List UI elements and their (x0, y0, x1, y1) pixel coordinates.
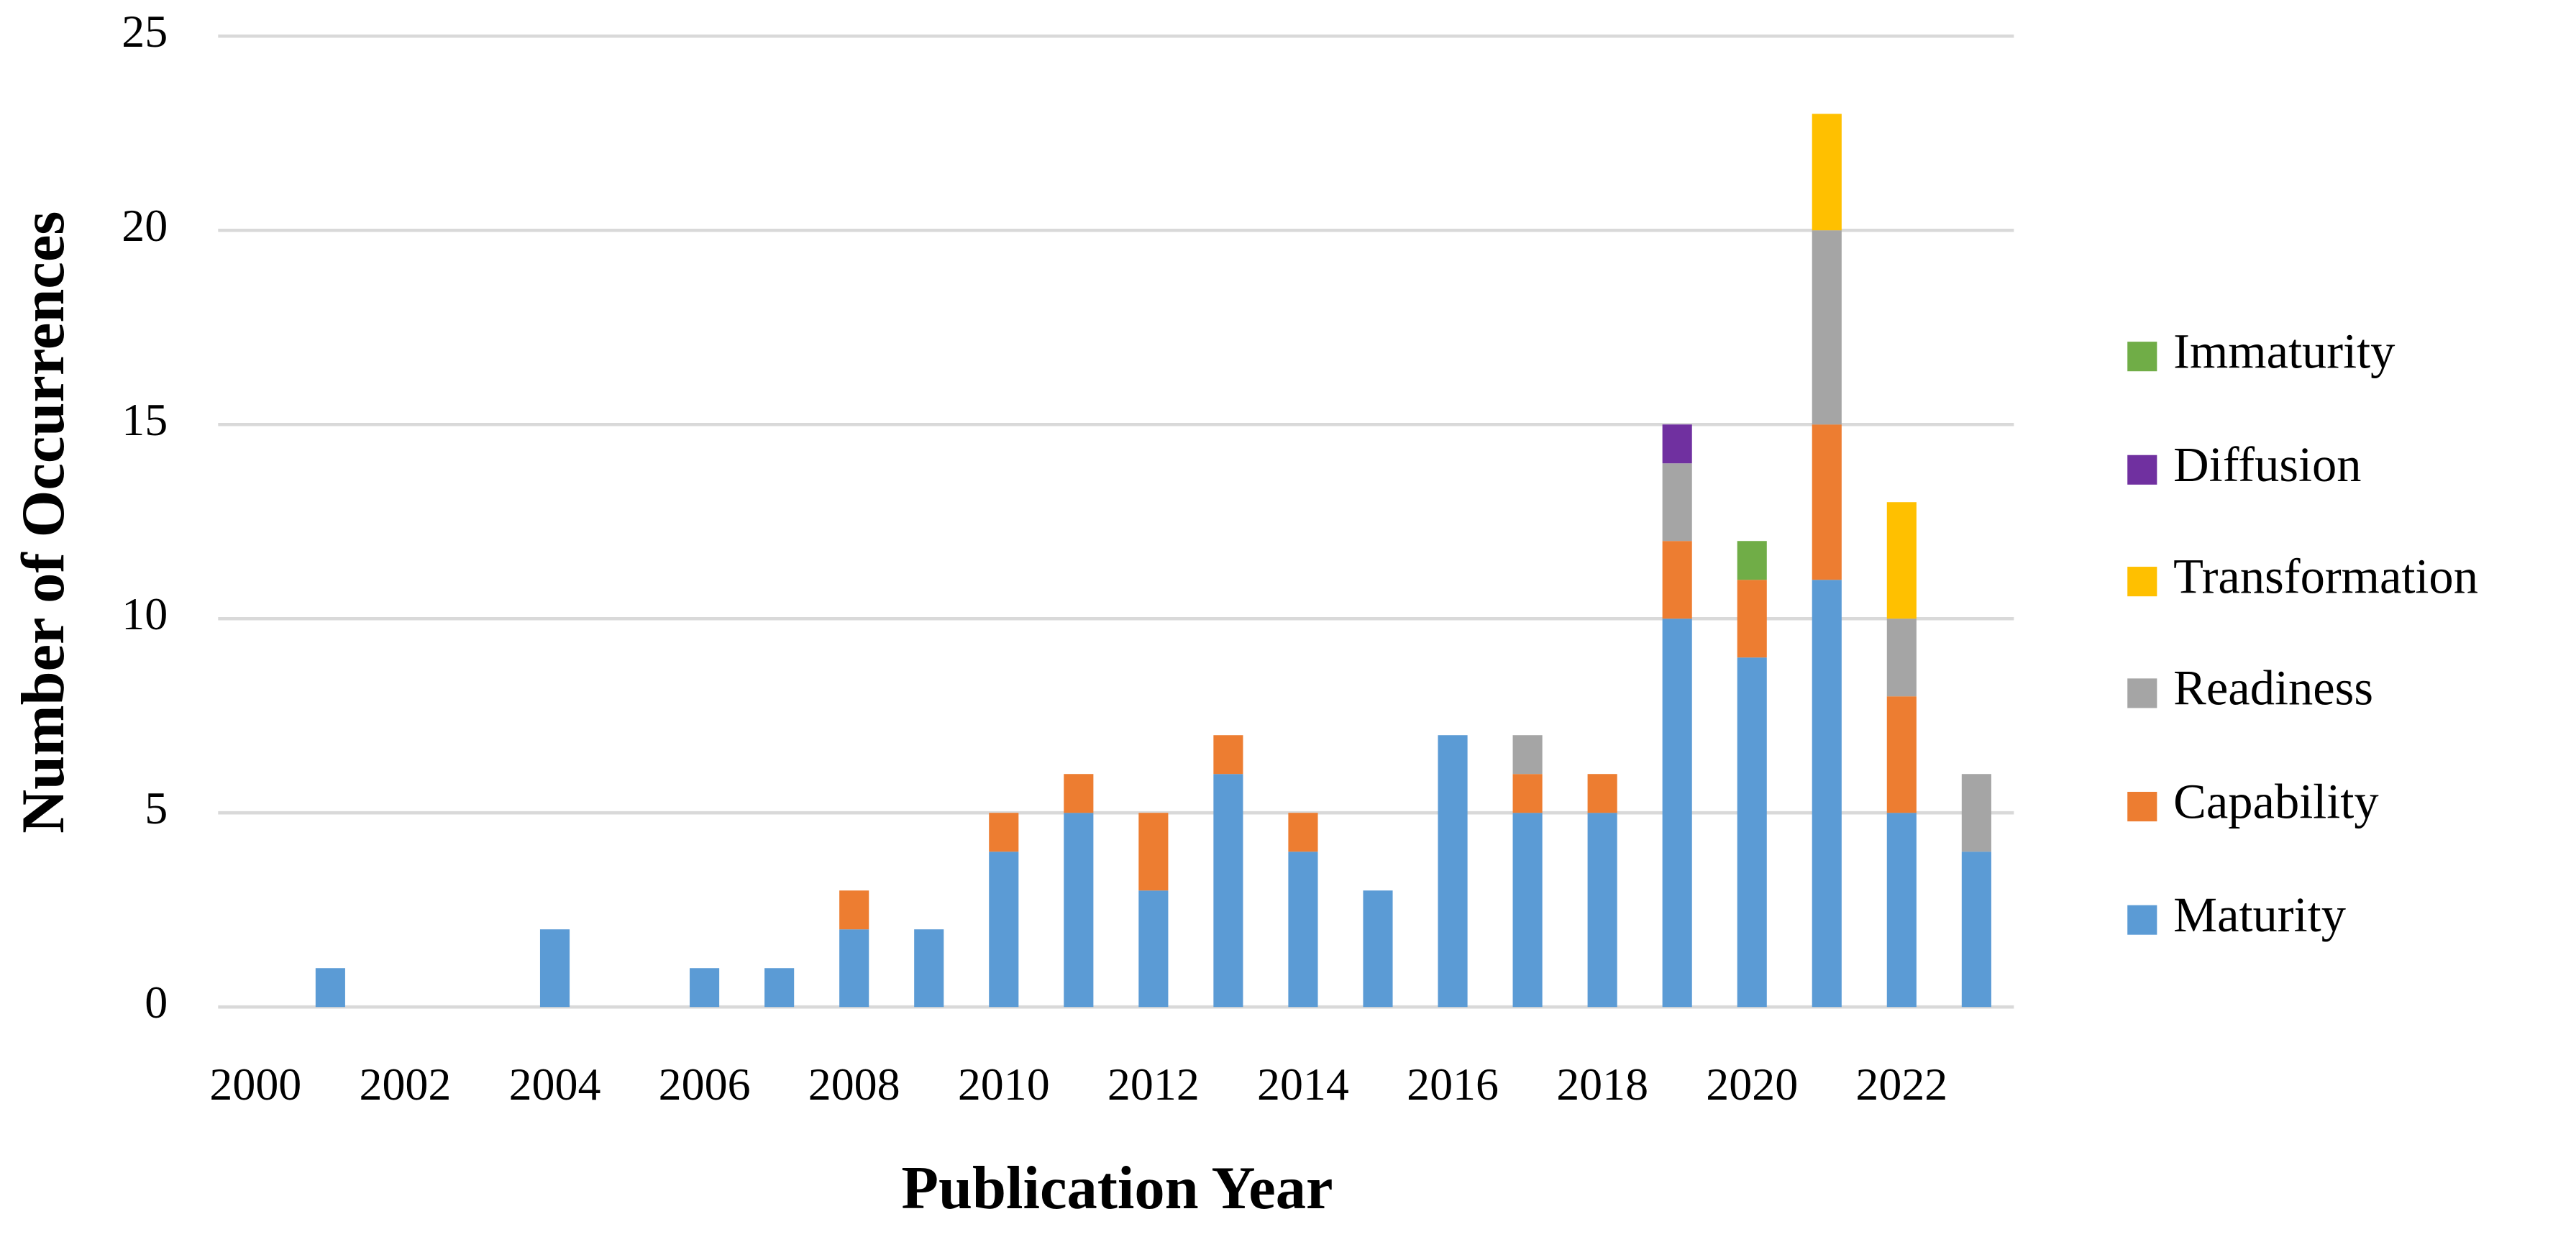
x-tick-label: 2014 (1257, 1059, 1349, 1110)
legend-label: Immaturity (2173, 324, 2395, 378)
bar-segment (1662, 618, 1692, 1008)
x-tick-label: 2016 (1407, 1059, 1499, 1110)
bar-segment (1737, 580, 1767, 658)
x-tick-label: 2006 (659, 1059, 751, 1110)
bar-segment (1812, 580, 1842, 1008)
y-tick-label: 15 (122, 394, 168, 445)
x-tick-label: 2008 (808, 1059, 900, 1110)
bar-segment (690, 968, 720, 1008)
bar-segment (1512, 735, 1543, 775)
x-tick-label: 2004 (509, 1059, 601, 1110)
legend-swatch (2127, 342, 2157, 372)
bar-segment (1886, 618, 1917, 697)
legend-swatch (2127, 567, 2157, 597)
bar-segment (1961, 852, 1991, 1008)
bar-segment (1662, 541, 1692, 619)
x-tick-label: 2018 (1556, 1059, 1648, 1110)
bar-segment (1662, 424, 1692, 464)
x-tick-label: 2002 (359, 1059, 451, 1110)
x-axis-title: Publication Year (901, 1155, 1333, 1222)
bar-segment (1213, 774, 1243, 1008)
bar-segment (839, 890, 869, 930)
bar-segment (1138, 890, 1169, 1008)
y-axis-title: Number of Occurrences (10, 211, 77, 834)
bar-segment (1512, 813, 1543, 1008)
y-tick-label: 10 (122, 588, 168, 639)
bar-segment (1288, 813, 1318, 852)
bar-segment (1662, 463, 1692, 542)
legend-label: Diffusion (2173, 437, 2361, 492)
bar-segment (1288, 852, 1318, 1008)
y-tick-label: 0 (145, 977, 168, 1028)
bar-segment (1064, 774, 1094, 813)
legend-swatch (2127, 905, 2157, 935)
bar-segment (1737, 541, 1767, 580)
bar-segment (1064, 813, 1094, 1008)
bar-segment (1812, 114, 1842, 231)
y-tick-label: 25 (122, 6, 168, 57)
bar-segment (1961, 774, 1991, 852)
legend-swatch (2127, 455, 2157, 485)
bar-segment (1737, 657, 1767, 1008)
legend-label: Capability (2173, 774, 2378, 829)
legend-swatch (2127, 791, 2157, 822)
x-tick-label: 2022 (1855, 1059, 1947, 1110)
bar-segment (1886, 502, 1917, 619)
x-tick-label: 2020 (1706, 1059, 1798, 1110)
bar-segment (839, 929, 869, 1008)
bar-segment (1138, 813, 1169, 891)
bar-segment (315, 968, 345, 1008)
bar-segment (539, 929, 570, 1008)
bar-segment (1213, 735, 1243, 775)
bar-segment (1587, 813, 1617, 1008)
bar-segment (1363, 890, 1393, 1008)
x-tick-label: 2000 (209, 1059, 301, 1110)
bar-segment (764, 968, 795, 1008)
y-tick-label: 20 (122, 200, 168, 251)
bar-segment (1812, 230, 1842, 425)
legend-swatch (2127, 678, 2157, 708)
bar-segment (989, 813, 1019, 852)
bar-segment (1886, 813, 1917, 1008)
bar-segment (1512, 774, 1543, 813)
bar-segment (1438, 735, 1468, 1008)
x-tick-label: 2010 (958, 1059, 1050, 1110)
bar-segment (989, 852, 1019, 1008)
legend-label: Readiness (2173, 661, 2373, 716)
y-tick-label: 5 (145, 782, 168, 834)
legend-label: Maturity (2173, 887, 2346, 942)
bar-segment (1812, 424, 1842, 580)
x-tick-label: 2012 (1107, 1059, 1200, 1110)
bar-segment (1587, 774, 1617, 813)
legend-label: Transformation (2173, 549, 2478, 603)
bar-segment (1886, 696, 1917, 813)
bar-segment (914, 929, 944, 1008)
